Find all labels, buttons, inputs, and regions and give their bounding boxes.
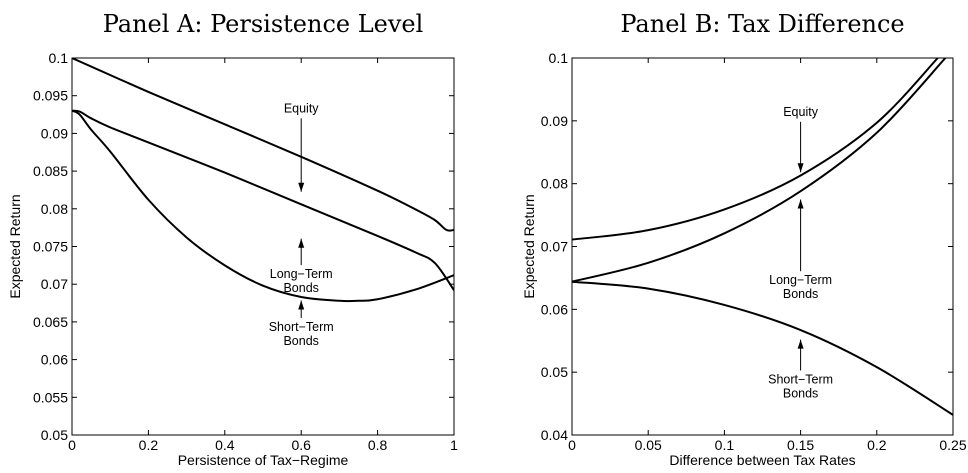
series-line-long — [572, 58, 947, 283]
y-tick-label: 0.07 — [41, 276, 68, 292]
annotation-long: Long−Term — [270, 267, 333, 281]
series-line-short — [72, 109, 454, 303]
y-tick-label: 0.1 — [549, 50, 569, 66]
y-tick-label: 0.065 — [33, 314, 68, 330]
y-tick-label: 0.075 — [33, 239, 68, 255]
x-tick-label: 0.2 — [139, 437, 159, 453]
x-tick-label: 1 — [450, 437, 458, 453]
x-tick-label: 0.8 — [368, 437, 388, 453]
y-tick-label: 0.05 — [541, 364, 568, 380]
annotation-short: Short−Term — [269, 320, 334, 334]
x-axis-label: Persistence of Tax−Regime — [178, 452, 349, 468]
y-tick-label: 0.055 — [33, 389, 68, 405]
x-tick-label: 0 — [568, 437, 576, 453]
series-line-short — [572, 280, 953, 416]
series-line-equity — [572, 58, 939, 241]
x-tick-label: 0.15 — [787, 437, 814, 453]
y-axis-label: Expected Return — [521, 194, 537, 298]
x-tick-label: 0.2 — [867, 437, 887, 453]
y-axis-label: Expected Return — [7, 194, 23, 298]
annotation-equity: Equity — [284, 101, 319, 115]
annotation-equity: Equity — [783, 105, 818, 119]
arrow-head-long — [298, 238, 305, 248]
x-axis-label: Difference between Tax Rates — [669, 452, 855, 468]
panel-b: Panel B: Tax Difference 0 0.05 0.1 0.15 0.2 0.… — [521, 10, 967, 468]
y-tick-label: 0.09 — [541, 113, 568, 129]
annotation-short: Short−Term — [768, 372, 833, 386]
y-tick-label: 0.1 — [49, 50, 69, 66]
chart-title: Panel B: Tax Difference — [620, 10, 904, 38]
annotation-long: Bonds — [283, 281, 318, 295]
arrow-head-long — [797, 199, 804, 209]
y-tick-label: 0.095 — [33, 88, 68, 104]
annotation-long: Bonds — [783, 287, 818, 301]
plot-frame — [71, 57, 455, 436]
x-tick-label: 0.6 — [291, 437, 311, 453]
y-tick-label: 0.08 — [541, 176, 568, 192]
annotation-long: Long−Term — [769, 273, 832, 287]
y-tick-label: 0.06 — [541, 301, 568, 317]
y-tick-label: 0.09 — [41, 125, 68, 141]
chart-title: Panel A: Persistence Level — [103, 10, 424, 38]
y-tick-label: 0.08 — [41, 201, 68, 217]
series-line-equity — [72, 58, 454, 232]
panel-a: Panel A: Persistence Level 0 0.2 0.4 0.6 0.8 1… — [7, 10, 458, 468]
x-tick-label: 0.25 — [939, 437, 966, 453]
arrow-head-equity — [797, 163, 804, 173]
arrow-head-short — [298, 300, 305, 310]
y-tick-label: 0.05 — [41, 427, 68, 443]
x-tick-label: 0.4 — [215, 437, 235, 453]
arrow-head-short — [797, 339, 804, 349]
x-tick-label: 0 — [68, 437, 76, 453]
series-line-long — [72, 109, 454, 291]
x-tick-label: 0.05 — [635, 437, 662, 453]
annotation-short: Bonds — [283, 334, 318, 348]
x-tick-label: 0.1 — [715, 437, 735, 453]
y-tick-label: 0.085 — [33, 163, 68, 179]
y-tick-label: 0.04 — [541, 427, 568, 443]
annotation-short: Bonds — [783, 386, 818, 400]
y-tick-label: 0.07 — [541, 239, 568, 255]
y-tick-label: 0.06 — [41, 352, 68, 368]
arrow-head-equity — [298, 182, 305, 192]
